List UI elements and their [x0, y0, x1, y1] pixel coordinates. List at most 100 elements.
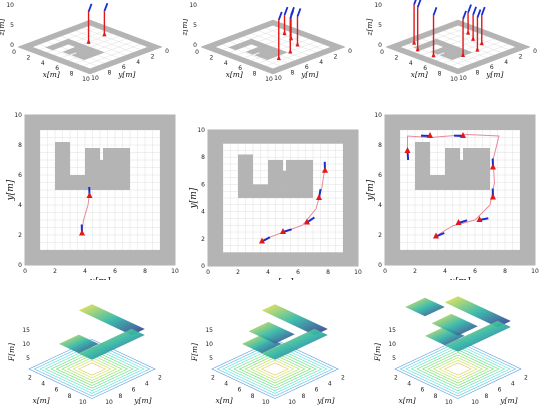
- robot-marker: [461, 52, 465, 57]
- robot-marker: [322, 166, 328, 173]
- x-tick-label: 6: [238, 65, 242, 72]
- contour-line: [244, 354, 306, 384]
- contour-line: [410, 346, 506, 392]
- z-tick-label: 5: [378, 22, 382, 29]
- contour-line: [78, 362, 106, 376]
- y-tick-label: 0: [201, 263, 205, 270]
- obstacle: [445, 148, 460, 175]
- y-tick-label: 6: [305, 64, 309, 71]
- f-tick-label: 15: [388, 327, 396, 334]
- y-tick-label: 8: [290, 70, 294, 77]
- surface-sheet: [59, 334, 99, 354]
- grid-line: [236, 33, 310, 61]
- y-tick-label: 8: [18, 142, 22, 149]
- robot-heading: [283, 6, 289, 16]
- surface-sheet: [248, 321, 295, 344]
- panel-3d-map-3: 0 0 2 2 4 4 6 6 8 8 10 10 10 5 0 x[m] y[m] z[m]: [366, 0, 550, 108]
- robot-heading: [296, 8, 302, 17]
- y-tick-label: 8: [378, 142, 382, 149]
- robot-marker: [282, 30, 287, 36]
- top-map-plot: 00 2 2 4 4 6 6 8 8 10 10 x[m] y[m]: [6, 112, 179, 280]
- y-tick-label: 6: [378, 172, 382, 179]
- contour-line: [432, 357, 484, 381]
- obstacle: [103, 148, 130, 190]
- y-axis-label: y[m]: [6, 179, 16, 201]
- z-axis-label: z[m]: [183, 18, 189, 36]
- contour-line: [44, 346, 140, 392]
- x-tick-label: 4: [407, 381, 411, 388]
- robot-marker: [431, 52, 436, 58]
- panel-surface-2: 2 2 4 4 6 6 8 8 10 10 15 10 5 x[m] y[m] F[m]: [183, 280, 366, 419]
- obstacle: [45, 38, 76, 51]
- robot-marker: [280, 228, 286, 234]
- obstacle: [265, 20, 345, 50]
- y-tick-label: 2: [334, 53, 338, 60]
- obstacle: [385, 115, 535, 130]
- grid-line: [75, 41, 148, 69]
- robot-heading: [289, 10, 295, 19]
- x-axis-label: x[m]: [398, 396, 415, 405]
- y-tick-label: 4: [328, 381, 332, 388]
- f-tick-label: 10: [22, 341, 30, 348]
- y-tick-label: 2: [519, 53, 523, 60]
- x-tick-label: 8: [68, 393, 72, 400]
- z-tick-label: 0: [378, 42, 382, 49]
- obstacle: [245, 47, 266, 55]
- robot-marker: [86, 192, 93, 198]
- y-tick-label: 4: [504, 59, 508, 66]
- y-tick-label: 6: [201, 181, 205, 188]
- y-tick-label: 4: [136, 59, 140, 66]
- robot-marker: [455, 219, 462, 225]
- x-tick-label: 4: [443, 268, 447, 275]
- panel-surface-1: 2 2 4 4 6 6 8 8 10 10 15 10 5 x[m] y[m] F[m]: [0, 280, 183, 419]
- x-tick-label: 6: [54, 387, 58, 394]
- y-tick-label: 8: [118, 393, 122, 400]
- y-tick-label: 8: [475, 70, 479, 77]
- obstacle: [385, 250, 535, 265]
- x-tick-label: 10: [354, 269, 362, 276]
- contour-line: [233, 349, 317, 389]
- contour-line: [227, 346, 323, 392]
- robot-heading: [103, 2, 109, 12]
- grid-line: [443, 41, 516, 69]
- x-tick-label: 10: [445, 399, 453, 406]
- obstacle: [62, 47, 83, 55]
- contour-line: [238, 352, 312, 386]
- top-map-plot: 00 2 2 4 4 6 6 8 8 10 10 x[m] y[m]: [366, 112, 539, 280]
- y-axis-label: y[m]: [189, 187, 199, 209]
- robot-marker: [316, 194, 322, 200]
- grid-line: [450, 44, 523, 72]
- y-tick-label: 4: [319, 59, 323, 66]
- x-axis-label: x[m]: [411, 70, 428, 79]
- robot-marker: [490, 193, 496, 200]
- y-axis-label: y[m]: [485, 70, 503, 79]
- x-tick-label: 6: [473, 268, 477, 275]
- obstacle: [343, 130, 358, 266]
- robot-marker: [466, 29, 471, 35]
- f-tick-label: 5: [26, 355, 30, 362]
- obstacle: [82, 44, 162, 74]
- contour-line: [50, 349, 134, 389]
- grid-line: [53, 33, 127, 61]
- y-tick-label: 4: [378, 202, 382, 209]
- top-map-plot: 00 2 2 4 4 6 6 8 8 10 10 x[m] y[m]: [189, 127, 362, 280]
- x-tick-label: 2: [53, 268, 57, 275]
- x-axis-label: x[m]: [273, 278, 294, 280]
- robot-marker: [471, 35, 476, 41]
- y-tick-label: 2: [378, 232, 382, 239]
- z-tick-label: 10: [374, 2, 382, 9]
- surface-sheet: [444, 296, 511, 328]
- contour-line: [66, 357, 118, 381]
- panel-top-map-3: 00 2 2 4 4 6 6 8 8 10 10 x[m] y[m]: [366, 105, 550, 280]
- z-tick-label: 10: [189, 2, 197, 9]
- x-tick-label: 8: [143, 268, 147, 275]
- y-tick-label: 2: [151, 53, 155, 60]
- robot-heading: [416, 0, 422, 8]
- y-tick-label: 8: [301, 393, 305, 400]
- x-tick-label: 2: [413, 268, 417, 275]
- grid-line: [393, 44, 466, 72]
- obstacle: [439, 47, 473, 60]
- y-tick-label: 10: [197, 127, 205, 134]
- x-tick-label: 10: [82, 76, 90, 83]
